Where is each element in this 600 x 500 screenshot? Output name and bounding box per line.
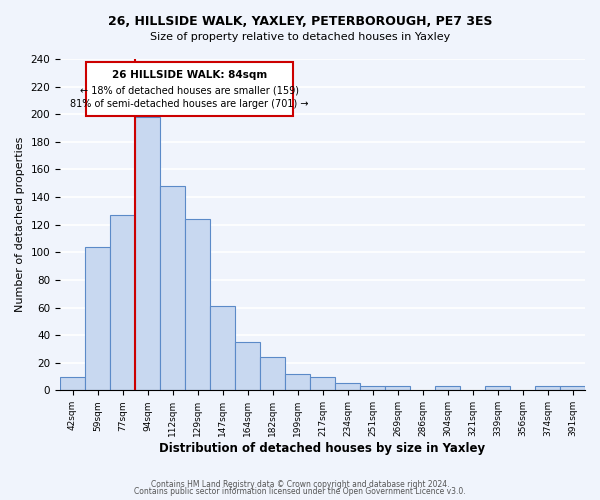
Bar (335, 384, 360, 390)
Bar (160, 186, 185, 390)
Bar (110, 215, 135, 390)
Bar (135, 117, 160, 390)
Text: 81% of semi-detached houses are larger (701) →: 81% of semi-detached houses are larger (… (70, 99, 308, 109)
Bar (60, 376, 85, 390)
Bar (310, 376, 335, 390)
Bar (85, 247, 110, 390)
Bar (385, 386, 410, 390)
Bar (560, 386, 585, 390)
FancyBboxPatch shape (86, 62, 293, 116)
Bar (535, 386, 560, 390)
Bar (210, 306, 235, 390)
Text: 26, HILLSIDE WALK, YAXLEY, PETERBOROUGH, PE7 3ES: 26, HILLSIDE WALK, YAXLEY, PETERBOROUGH,… (108, 15, 492, 28)
Bar (260, 357, 285, 390)
Bar (185, 219, 210, 390)
Text: 26 HILLSIDE WALK: 84sqm: 26 HILLSIDE WALK: 84sqm (112, 70, 267, 80)
Text: ← 18% of detached houses are smaller (159): ← 18% of detached houses are smaller (15… (80, 85, 299, 95)
Bar (235, 342, 260, 390)
Bar (435, 386, 460, 390)
Y-axis label: Number of detached properties: Number of detached properties (15, 137, 25, 312)
Text: Contains HM Land Registry data © Crown copyright and database right 2024.: Contains HM Land Registry data © Crown c… (151, 480, 449, 489)
Text: Contains public sector information licensed under the Open Government Licence v3: Contains public sector information licen… (134, 487, 466, 496)
Bar (360, 386, 385, 390)
Bar (285, 374, 310, 390)
X-axis label: Distribution of detached houses by size in Yaxley: Distribution of detached houses by size … (160, 442, 485, 455)
Bar (485, 386, 510, 390)
Text: Size of property relative to detached houses in Yaxley: Size of property relative to detached ho… (150, 32, 450, 42)
